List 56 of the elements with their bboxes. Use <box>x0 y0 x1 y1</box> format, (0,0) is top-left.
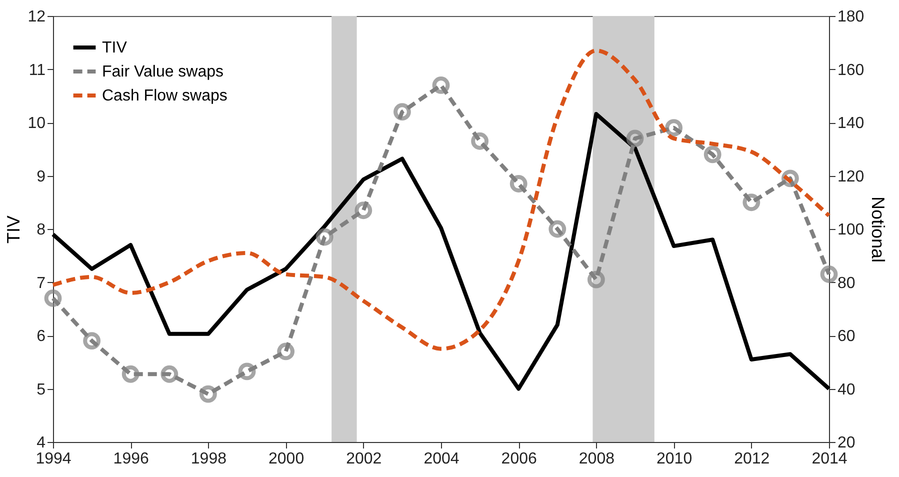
y2-tick-label: 40 <box>838 381 856 398</box>
point <box>432 76 450 94</box>
x-tick-label: 1994 <box>36 450 72 468</box>
legend-label: TIV <box>102 40 128 56</box>
point <box>199 385 217 403</box>
y-tick-label: 12 <box>28 8 46 26</box>
x-tick-label: 2004 <box>424 450 460 468</box>
point <box>781 170 799 188</box>
x-tick-label: 2014 <box>812 450 848 468</box>
y2-tick-label: 180 <box>838 8 864 26</box>
line-series <box>51 112 831 391</box>
x-tick-label: 2000 <box>268 450 304 468</box>
legend-label: Fair Value swaps <box>102 64 224 80</box>
y-tick-label: 8 <box>36 222 46 238</box>
y-tick-label: 7 <box>36 274 46 292</box>
point <box>820 266 838 283</box>
y-tick-label: 6 <box>36 328 46 345</box>
point <box>277 342 295 360</box>
y2-tick-label: 80 <box>838 274 856 292</box>
legend-label: Cash Flow swaps <box>102 88 228 104</box>
point <box>742 194 760 212</box>
y-tick-label: 4 <box>36 434 46 452</box>
point <box>626 130 644 148</box>
y2-tick-label: 100 <box>838 222 864 238</box>
x-tick-label: 1998 <box>190 450 227 468</box>
point <box>510 175 528 192</box>
point <box>548 220 566 238</box>
y2-tick-label: 60 <box>838 328 856 345</box>
y-tick-label: 10 <box>28 115 46 132</box>
point <box>160 365 178 383</box>
point <box>393 103 411 121</box>
point <box>83 332 101 350</box>
point <box>587 270 605 288</box>
y2-tick-label: 20 <box>838 434 856 452</box>
x-tick-label: 2006 <box>501 450 537 468</box>
y2-tick-label: 140 <box>838 115 864 132</box>
point <box>122 365 140 383</box>
x-tick-label: 1996 <box>113 450 149 468</box>
point <box>354 202 372 220</box>
x-tick-label: 2008 <box>578 450 615 468</box>
y-tick-label: 11 <box>28 62 46 79</box>
point <box>316 228 334 246</box>
point <box>471 132 489 150</box>
y2-axis-title: Notional <box>868 196 888 263</box>
point <box>665 119 683 137</box>
point <box>704 146 722 164</box>
point <box>238 362 256 380</box>
y-tick-label: 9 <box>36 168 46 186</box>
x-tick-label: 2012 <box>734 450 770 468</box>
y-tick-label: 5 <box>36 381 46 398</box>
y2-tick-label: 160 <box>838 62 864 79</box>
x-tick-label: 2010 <box>656 450 692 468</box>
point <box>44 290 62 307</box>
y-axis-title: TIV <box>4 215 24 244</box>
x-tick-label: 2002 <box>346 450 382 468</box>
y2-tick-label: 120 <box>838 168 864 186</box>
